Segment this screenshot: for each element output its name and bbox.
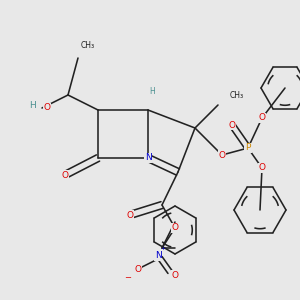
- Text: CH₃: CH₃: [81, 40, 95, 50]
- Text: O: O: [172, 271, 178, 280]
- Text: H: H: [149, 88, 155, 97]
- Text: O: O: [61, 170, 68, 179]
- Text: O: O: [172, 224, 178, 232]
- Text: O: O: [229, 121, 236, 130]
- Text: O: O: [259, 113, 266, 122]
- Text: P: P: [245, 143, 251, 152]
- Text: O: O: [134, 266, 142, 274]
- Text: N: N: [145, 154, 152, 163]
- Text: O: O: [44, 103, 50, 112]
- Text: −: −: [124, 274, 131, 283]
- Text: O: O: [218, 151, 226, 160]
- Text: O: O: [259, 164, 266, 172]
- Text: CH₃: CH₃: [230, 91, 244, 100]
- Text: O: O: [127, 211, 134, 220]
- Text: N: N: [154, 251, 161, 260]
- Text: +: +: [160, 245, 166, 250]
- Text: H: H: [28, 100, 35, 109]
